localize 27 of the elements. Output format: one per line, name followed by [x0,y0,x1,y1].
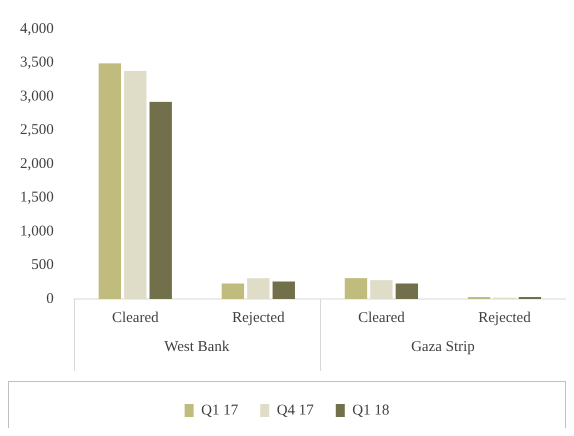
x-tick-label: Rejected [478,310,532,326]
bar [344,278,368,299]
bar [247,278,270,299]
y-tick-label: 2,500 [20,122,54,138]
y-tick-label: 2,000 [20,156,54,172]
y-tick-label: 500 [31,257,54,274]
legend-label: Q4 17 [276,402,314,418]
x-tick-label: Cleared [112,310,160,326]
x-tick-label: Rejected [232,310,286,326]
bar [396,283,418,299]
y-tick-label: 1,500 [20,190,54,206]
text: West Bank [164,338,230,355]
text: Gaza Strip [411,338,475,355]
y-tick-label: 4,000 [20,20,54,37]
bar [98,63,122,299]
bar [222,283,244,299]
bar [124,70,146,299]
bar [370,280,393,299]
bar [150,102,172,299]
x-tick-label: Cleared [358,310,406,326]
legend-label: Q1 17 [201,402,239,418]
bar [272,281,295,299]
y-tick-label: 3,500 [20,54,54,71]
y-tick-label: 0 [46,290,54,307]
y-tick-label: 3,000 [20,88,54,104]
legend-label: Q1 18 [352,402,390,418]
y-tick-label: 1,000 [20,223,54,240]
